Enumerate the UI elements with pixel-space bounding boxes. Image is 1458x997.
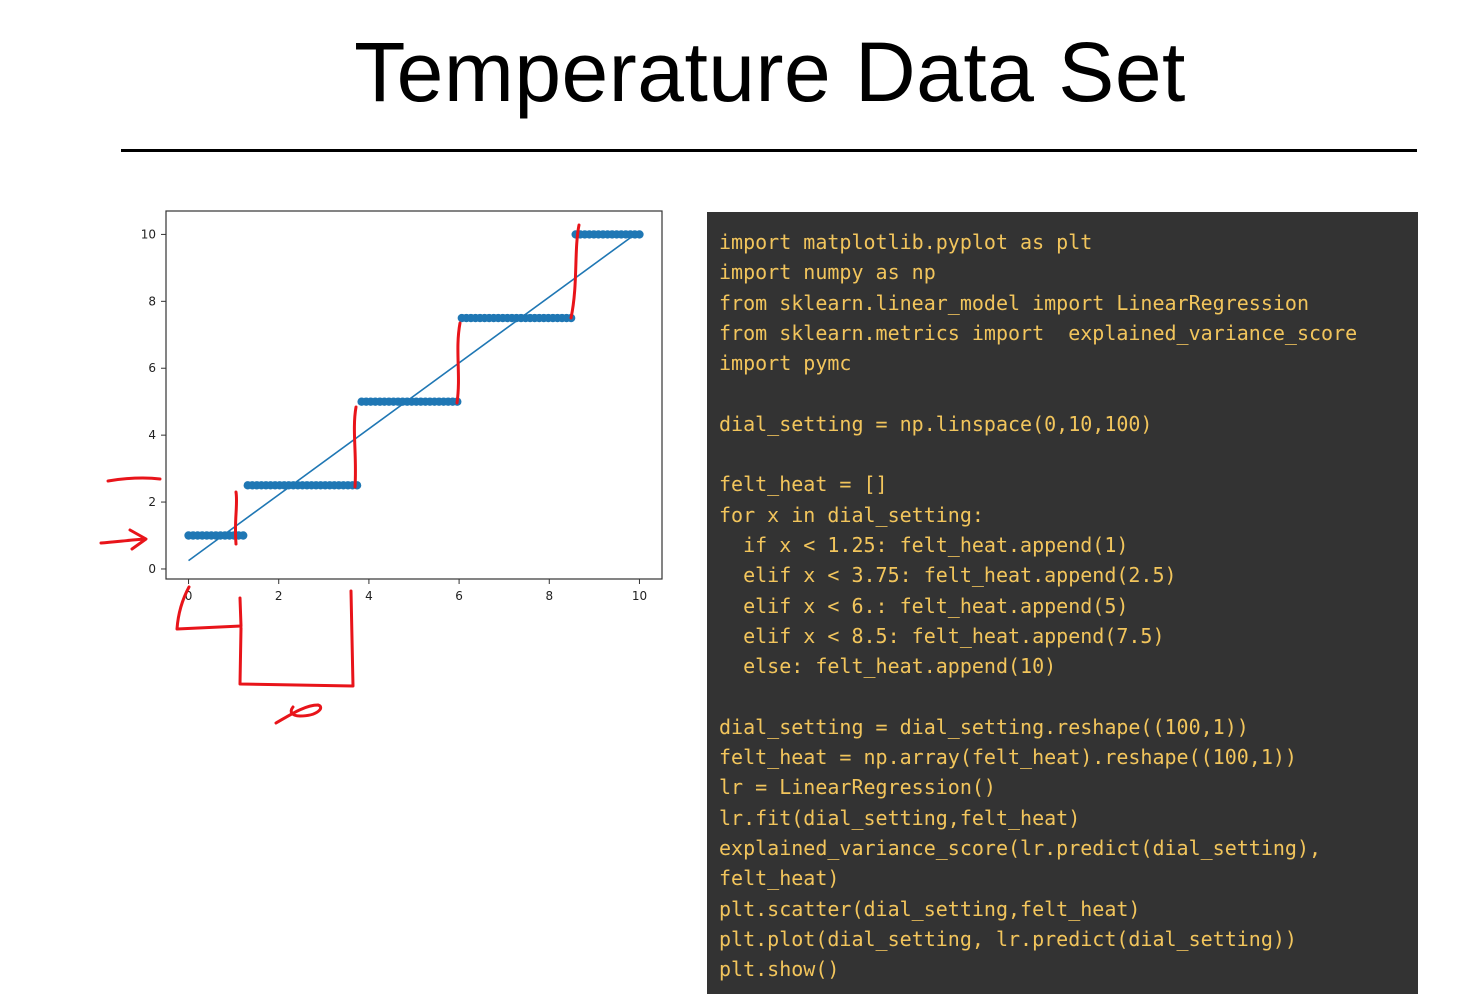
- scatter-point: [239, 531, 248, 540]
- x-tick-label: 4: [365, 589, 373, 603]
- code-line: felt_heat = []: [719, 472, 888, 497]
- code-line: elif x < 3.75: felt_heat.append(2.5): [719, 563, 1177, 588]
- code-lines: import matplotlib.pyplot as plt import nu…: [719, 227, 1418, 984]
- y-tick-label: 6: [148, 361, 156, 375]
- annotation-dash: [106, 476, 162, 483]
- code-line: explained_variance_score(lr.predict(dial…: [719, 835, 1322, 860]
- code-line: felt_heat = np.array(felt_heat).reshape(…: [719, 745, 1297, 770]
- code-line: import numpy as np: [719, 260, 936, 285]
- code-line: plt.plot(dial_setting, lr.predict(dial_s…: [719, 926, 1297, 951]
- code-line: from sklearn.metrics import explained_va…: [719, 320, 1358, 345]
- code-line: import matplotlib.pyplot as plt: [719, 230, 1093, 254]
- annotation-step-mark: [352, 405, 358, 489]
- x-tick-label: 0: [185, 589, 193, 603]
- code-line: for x in dial_setting:: [719, 502, 984, 527]
- handwritten-annotations: [99, 223, 581, 725]
- code-line: felt_heat): [719, 866, 840, 891]
- code-line: dial_setting = np.linspace(0,10,100): [719, 411, 1153, 436]
- slide-title: Temperature Data Set: [354, 25, 1186, 119]
- code-line: elif x < 6.: felt_heat.append(5): [719, 593, 1129, 618]
- chart-plot-area: 0 2 4 6 8 10 0 2 4 6 8 10: [141, 210, 663, 603]
- code-line: lr.fit(dial_setting,felt_heat): [719, 805, 1081, 830]
- code-line: else: felt_heat.append(10): [719, 654, 1057, 679]
- code-panel: import matplotlib.pyplot as plt import nu…: [707, 212, 1418, 994]
- title-divider: [121, 149, 1417, 152]
- x-tick-label: 10: [632, 589, 647, 603]
- annotation-step-mark: [569, 223, 581, 320]
- y-tick-label: 8: [148, 294, 156, 308]
- y-tick-label: 4: [148, 428, 156, 442]
- code-line: from sklearn.linear_model import LinearR…: [719, 290, 1310, 315]
- code-line: if x < 1.25: felt_heat.append(1): [719, 532, 1129, 557]
- code-line: elif x < 8.5: felt_heat.append(7.5): [719, 623, 1165, 648]
- annotation-squiggle: [274, 703, 323, 725]
- code-line: [719, 378, 1418, 408]
- code-line: [719, 681, 1418, 711]
- code-line: import pymc: [719, 351, 852, 376]
- code-line: plt.show(): [719, 957, 840, 982]
- temperature-chart: 0 2 4 6 8 10 0 2 4 6 8 10: [99, 210, 663, 725]
- x-tick-label: 6: [455, 589, 463, 603]
- y-tick-label: 10: [141, 227, 156, 241]
- code-line: dial_setting = dial_setting.reshape((100…: [719, 714, 1249, 739]
- x-tick-label: 2: [275, 589, 283, 603]
- annotation-bracket: [238, 589, 355, 688]
- annotation-bracket: [175, 585, 243, 631]
- annotation-arrow-icon: [99, 528, 148, 551]
- code-line: [719, 439, 1418, 469]
- y-tick-label: 2: [148, 495, 156, 509]
- annotation-step-mark: [455, 321, 462, 405]
- y-tick-label: 0: [148, 562, 156, 576]
- code-line: plt.scatter(dial_setting,felt_heat): [719, 896, 1141, 921]
- code-line: lr = LinearRegression(): [719, 775, 996, 800]
- annotation-step-mark: [233, 490, 239, 546]
- regression-line: [188, 230, 640, 562]
- x-tick-label: 8: [545, 589, 553, 603]
